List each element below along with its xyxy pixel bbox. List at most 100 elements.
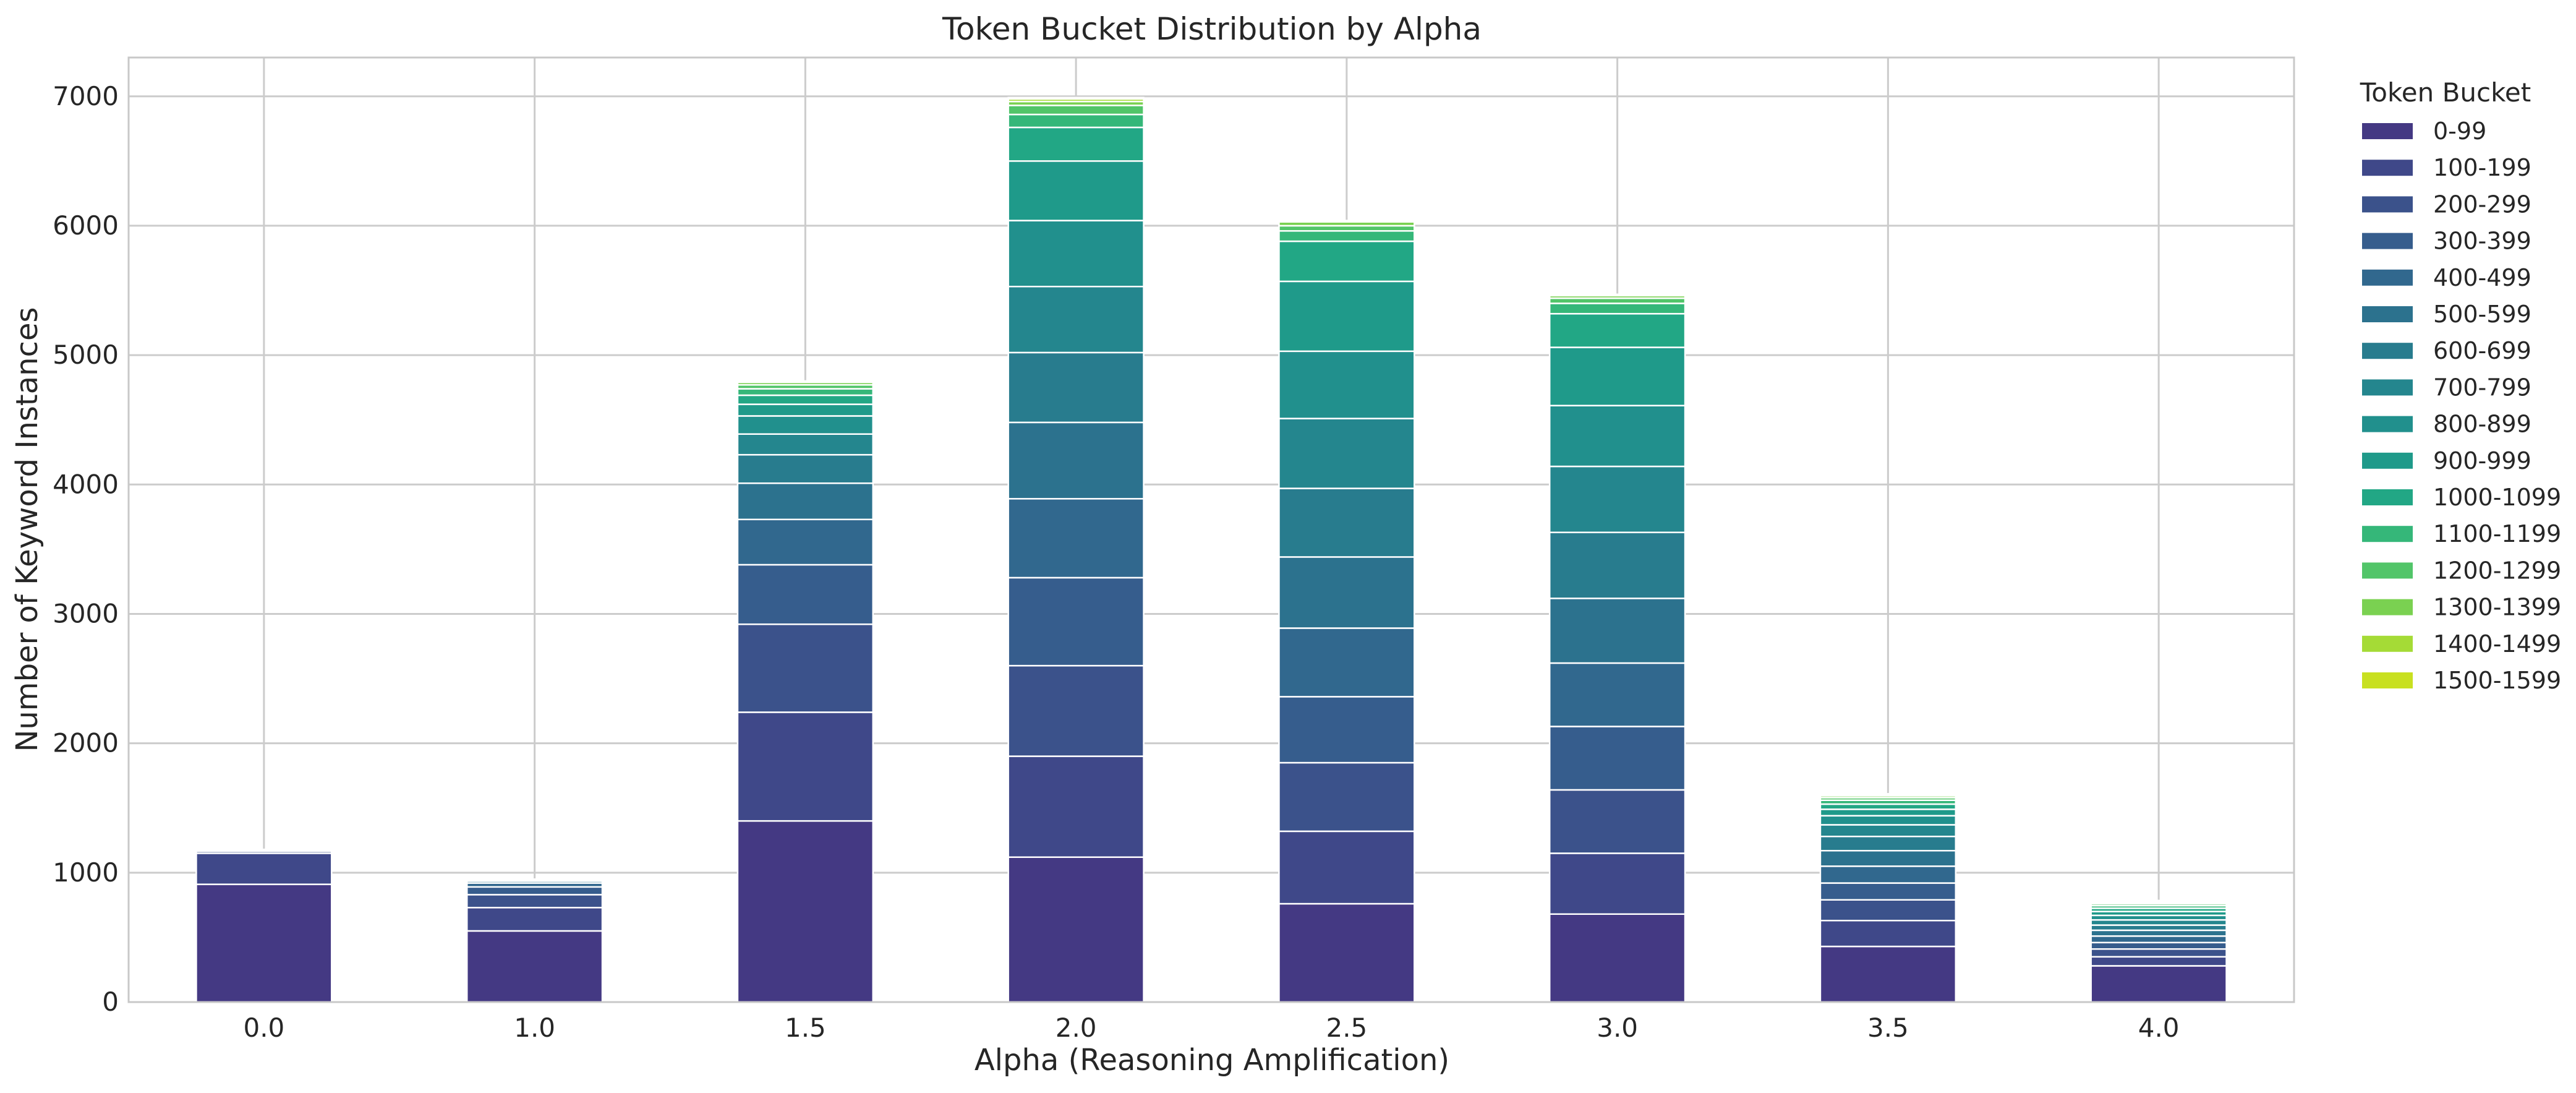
bar-segment-300-399 — [1819, 882, 1957, 901]
bar-segment-1000-1099 — [1548, 312, 1686, 348]
bar-segment-200-299 — [1278, 761, 1415, 833]
legend: Token Bucket 0-99 100-199 200-299 300-399 40… — [2360, 77, 2561, 694]
legend-label: 1400-1499 — [2433, 630, 2561, 658]
bar-segment-1400-1499 — [1278, 220, 1415, 223]
bar-segment-600-699 — [1819, 836, 1957, 852]
legend-label: 800-899 — [2433, 411, 2531, 438]
bars — [195, 96, 2227, 1003]
x-tick-label: 1.0 — [514, 1013, 555, 1043]
legend-label: 200-299 — [2433, 191, 2531, 218]
bar-segment-100-199 — [1548, 852, 1686, 915]
bar-segment-700-799 — [736, 433, 874, 456]
bar-segment-500-599 — [1278, 556, 1415, 629]
bar-segment-300-399 — [2090, 941, 2227, 950]
bar-segment-1100-1199 — [1007, 113, 1145, 129]
legend-label: 1000-1099 — [2433, 484, 2561, 511]
legend-label: 1500-1599 — [2433, 667, 2561, 694]
bar-segment-1200-1299 — [1548, 297, 1686, 304]
bar-segment-0-99 — [1007, 856, 1145, 1003]
bar-segment-900-999 — [1548, 346, 1686, 406]
bar-segment-200-299 — [736, 623, 874, 713]
bar-segment-0-99 — [1819, 945, 1957, 1003]
bar-segment-100-199 — [1819, 919, 1957, 948]
x-axis-label: Alpha (Reasoning Amplification) — [975, 1043, 1449, 1078]
y-tick-label: 0 — [102, 987, 119, 1017]
bar-segment-900-999 — [736, 403, 874, 417]
legend-swatch — [2362, 416, 2413, 432]
legend-swatch — [2362, 635, 2413, 652]
bar-segment-200-299 — [1548, 789, 1686, 854]
bar-segment-1000-1099 — [1278, 240, 1415, 283]
bar-segment-1100-1199 — [1278, 230, 1415, 242]
legend-label: 1300-1399 — [2433, 594, 2561, 621]
bar-segment-1000-1099 — [736, 394, 874, 405]
bar-segment-500-599 — [2090, 929, 2227, 937]
bar-segment-700-799 — [1548, 465, 1686, 533]
y-tick-label: 1000 — [53, 857, 119, 888]
legend-label: 100-199 — [2433, 154, 2531, 181]
legend-swatch — [2362, 599, 2413, 615]
legend-label: 600-699 — [2433, 337, 2531, 364]
bar-segment-1000-1099 — [1007, 126, 1145, 162]
bar-segment-1500-1599 — [1007, 96, 1145, 100]
bar-segment-700-799 — [1819, 824, 1957, 838]
bar-segment-800-899 — [736, 415, 874, 435]
bar-segment-400-499 — [736, 518, 874, 566]
legend-swatch — [2362, 672, 2413, 688]
bar-segment-600-699 — [736, 453, 874, 484]
legend-label: 700-799 — [2433, 374, 2531, 401]
bar-segment-300-399 — [1007, 577, 1145, 667]
x-tick-label: 3.0 — [1597, 1013, 1638, 1043]
legend-swatch — [2362, 123, 2413, 139]
bar-segment-900-999 — [1278, 280, 1415, 353]
bar-segment-100-199 — [1278, 830, 1415, 905]
plot-frame — [127, 56, 2295, 1003]
bar-segment-800-899 — [1278, 350, 1415, 419]
y-axis-label: Number of Keyword Instances — [10, 307, 45, 752]
bar-segment-500-599 — [1548, 598, 1686, 664]
bar-segment-0-99 — [736, 820, 874, 1003]
bar-segment-700-799 — [1007, 285, 1145, 354]
legend-swatch — [2362, 160, 2413, 176]
bar-segment-500-599 — [736, 482, 874, 521]
bar-segment-200-299 — [466, 894, 603, 909]
bar-segment-900-999 — [1819, 808, 1957, 817]
bar-segment-800-899 — [1548, 405, 1686, 468]
bar-segment-300-399 — [1278, 696, 1415, 764]
bar-segment-1100-1199 — [736, 388, 874, 396]
bar-segment-100-199 — [466, 907, 603, 932]
legend-label: 900-999 — [2433, 447, 2531, 474]
y-tick-label: 5000 — [53, 340, 119, 370]
bar-segment-700-799 — [2090, 919, 2227, 926]
legend-swatch — [2362, 343, 2413, 359]
bar-segment-400-499 — [1278, 627, 1415, 698]
legend-label: 400-499 — [2433, 264, 2531, 291]
x-tick-label: 2.5 — [1326, 1013, 1367, 1043]
bar-segment-700-799 — [1278, 418, 1415, 489]
bar-segment-400-499 — [2090, 935, 2227, 944]
y-tick-label: 6000 — [53, 210, 119, 241]
bar-segment-400-499 — [195, 848, 333, 851]
legend-swatch — [2362, 452, 2413, 469]
bar-segment-600-699 — [1278, 487, 1415, 558]
bar-segment-100-199 — [1007, 755, 1145, 858]
x-tick-label: 2.0 — [1056, 1013, 1097, 1043]
x-tick-label: 4.0 — [2138, 1013, 2180, 1043]
legend-swatch — [2362, 306, 2413, 322]
y-tick-label: 4000 — [53, 469, 119, 499]
bar-segment-0-99 — [466, 930, 603, 1003]
bar-segment-1400-1499 — [1548, 293, 1686, 297]
legend-title: Token Bucket — [2360, 77, 2531, 108]
x-tick-label: 0.0 — [243, 1013, 284, 1043]
bar-segment-500-599 — [1007, 421, 1145, 500]
x-tick-label: 1.5 — [785, 1013, 826, 1043]
y-tick-label: 2000 — [53, 728, 119, 758]
bar-segment-800-899 — [1007, 220, 1145, 288]
legend-swatch — [2362, 269, 2413, 286]
legend-swatch — [2362, 489, 2413, 505]
bar-segment-0-99 — [1278, 902, 1415, 1003]
legend-label: 1100-1199 — [2433, 520, 2561, 547]
legend-swatch — [2362, 562, 2413, 579]
bar-segment-0-99 — [2090, 965, 2227, 1003]
